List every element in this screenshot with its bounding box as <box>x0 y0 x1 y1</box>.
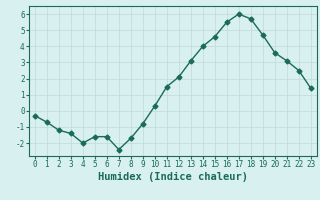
X-axis label: Humidex (Indice chaleur): Humidex (Indice chaleur) <box>98 172 248 182</box>
